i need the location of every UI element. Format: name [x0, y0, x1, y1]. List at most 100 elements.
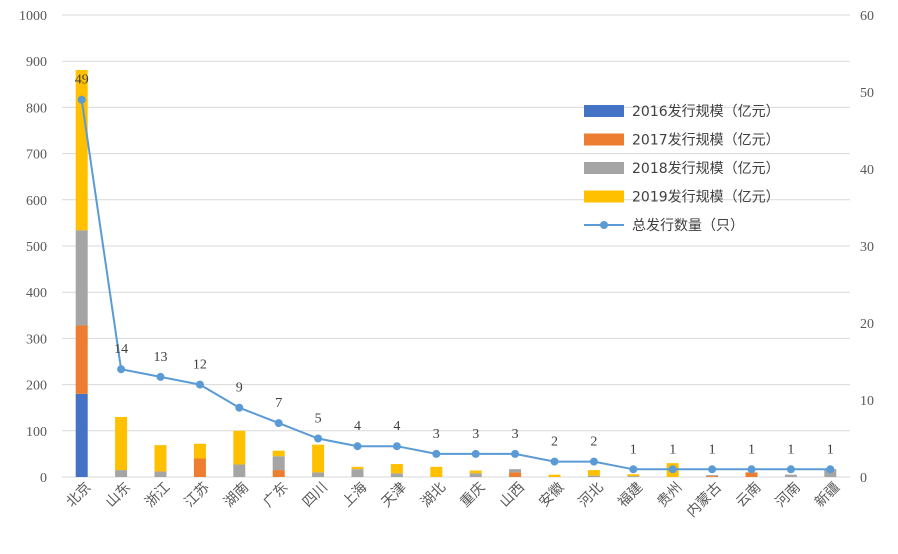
line-point [550, 457, 559, 466]
axes: 0 100 200 300 400 500 600 700 800 900 1000 0 10 20 30 4… [19, 9, 874, 521]
bar-segment [430, 466, 443, 477]
data-label: 2 [590, 435, 597, 450]
x-tick-label: 四川 [300, 480, 331, 511]
data-label: 5 [315, 412, 322, 427]
bar-segment [115, 470, 128, 477]
legend-marker [600, 221, 608, 229]
y-left-tick-label: 800 [26, 101, 47, 116]
x-tick-label: 浙江 [142, 480, 173, 511]
x-tick-label: 广东 [260, 480, 291, 511]
line-series: 49 14 13 12 9 7 5 4 4 3 3 3 2 2 1 1 1 1 1 1 [75, 73, 835, 474]
x-tick-label: 河北 [576, 480, 607, 511]
line-path [80, 99, 831, 471]
bar-segment [587, 475, 600, 477]
line-point [511, 449, 520, 458]
bar-segment [312, 472, 325, 477]
bar-segment [115, 416, 128, 471]
y-left-tick-label: 1000 [19, 9, 47, 24]
data-label: 4 [354, 419, 361, 434]
line-point [77, 95, 86, 104]
data-label: 4 [393, 419, 400, 434]
x-tick-label: 河南 [773, 480, 804, 511]
x-tick-label: 安徽 [536, 480, 567, 511]
bar-segment [627, 476, 640, 477]
bar-segment [745, 472, 758, 477]
line-point [353, 442, 362, 451]
line-point [747, 465, 756, 474]
legend-label: 2017发行规模（亿元） [632, 133, 780, 149]
y-left-tick-label: 100 [26, 425, 47, 440]
bar-segment [75, 230, 88, 326]
line-point [786, 465, 795, 474]
bar-segment [351, 466, 364, 470]
bar-segment [75, 393, 88, 477]
line-point [117, 365, 126, 374]
x-tick-label: 重庆 [457, 480, 488, 511]
bar-segment [233, 430, 246, 465]
y-left-tick-label: 700 [26, 148, 47, 163]
bar-segment [193, 443, 206, 459]
data-label: 1 [709, 442, 716, 457]
line-point [708, 465, 717, 474]
y-right-tick-label: 30 [860, 240, 874, 255]
legend-label: 2016发行规模（亿元） [632, 104, 780, 120]
x-tick-label: 北京 [63, 480, 94, 511]
bar-segment [548, 474, 561, 477]
x-tick-label: 云南 [733, 480, 764, 511]
bar-segment [390, 473, 403, 477]
x-tick-label: 天津 [379, 480, 410, 511]
y-left-tick-label: 400 [26, 286, 47, 301]
line-point [235, 403, 244, 412]
data-label: 13 [154, 350, 168, 365]
bar-segment [627, 474, 640, 477]
bar-segment [706, 476, 719, 477]
bar-segment [272, 450, 285, 457]
legend-label: 2018发行规模（亿元） [632, 161, 780, 177]
x-tick-label: 福建 [615, 480, 646, 511]
line-point [471, 449, 480, 458]
y-left-tick-label: 0 [40, 471, 47, 486]
legend-swatch [584, 162, 624, 174]
y-right-tick-label: 20 [860, 317, 874, 332]
bar-segment [312, 444, 325, 473]
y-left-tick-label: 500 [26, 240, 47, 255]
bar-segment [509, 469, 522, 473]
x-tick-label: 贵州 [654, 480, 685, 511]
data-label: 49 [75, 73, 89, 88]
bar-segment [272, 470, 285, 477]
line-point [629, 465, 638, 474]
data-label: 3 [472, 427, 479, 442]
y-right-tick-label: 10 [860, 394, 874, 409]
y-left-tick-label: 900 [26, 55, 47, 70]
y-right-tick-label: 50 [860, 86, 874, 101]
legend-swatch [584, 190, 624, 203]
line-point [432, 449, 441, 458]
x-tick-label: 江苏 [182, 480, 213, 511]
y-right-tick-label: 40 [860, 163, 874, 178]
bar-segment [390, 464, 403, 474]
data-label: 1 [827, 442, 834, 457]
bar-segment [193, 458, 206, 477]
y-right-tick-label: 60 [860, 9, 874, 24]
bar-segment [154, 471, 167, 477]
bar-segment [233, 464, 246, 477]
x-tick-label: 内蒙古 [684, 480, 725, 521]
x-tick-label: 新疆 [812, 480, 843, 511]
bar-segment [706, 475, 719, 477]
data-label: 1 [787, 442, 794, 457]
bar-segment [509, 472, 522, 477]
y-left-tick-label: 600 [26, 194, 47, 209]
gridlines [62, 14, 850, 478]
bar-segment [75, 325, 88, 394]
data-label: 3 [433, 427, 440, 442]
data-label: 12 [193, 358, 207, 373]
data-label: 2 [551, 435, 558, 450]
bar-segment [272, 456, 285, 471]
legend-swatch [584, 105, 624, 117]
line-point [195, 380, 204, 389]
legend-label: 2019发行规模（亿元） [632, 190, 780, 206]
data-label: 14 [114, 342, 128, 357]
bar-segment [587, 470, 600, 476]
